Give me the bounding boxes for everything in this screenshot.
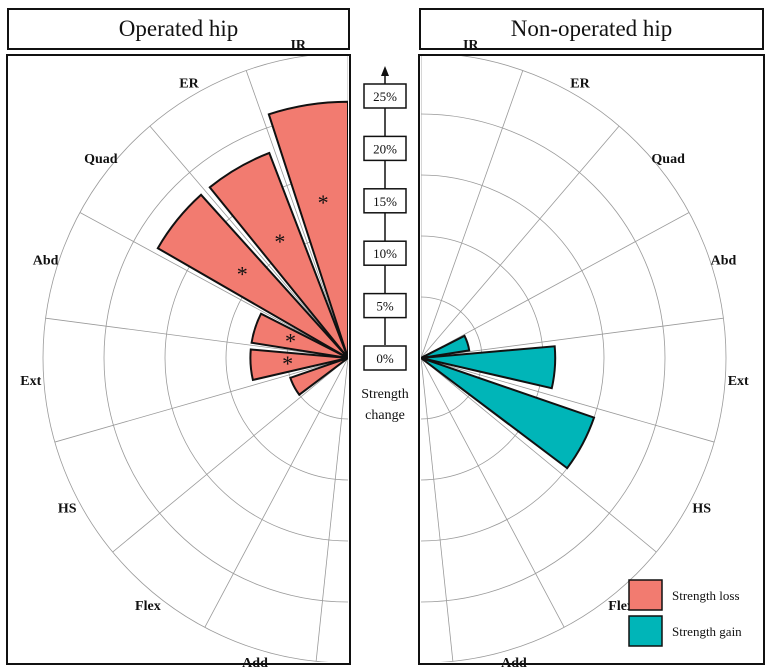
bar-loss-ir	[267, 100, 348, 359]
tick-box	[363, 345, 407, 371]
grid-circle	[225, 235, 348, 481]
grid-spoke	[79, 212, 348, 359]
category-label-ext: Ext	[728, 374, 749, 389]
grid-circle	[103, 113, 348, 603]
grid-circle	[42, 56, 331, 662]
grid-circle	[164, 174, 348, 542]
grid-spoke	[112, 357, 348, 553]
axis-title-line1: Strength	[361, 387, 408, 402]
grid-spoke	[315, 357, 348, 662]
bar-loss-ext	[249, 348, 348, 382]
grid-circle	[421, 113, 666, 603]
category-label-ir: IR	[290, 38, 306, 53]
category-label-er: ER	[570, 77, 590, 92]
category-label-hs: HS	[58, 501, 77, 516]
grid-spoke	[204, 357, 348, 628]
category-label-abd: Abd	[33, 254, 59, 269]
category-label-add: Add	[242, 656, 268, 668]
right-panel-title-text: Non-operated hip	[510, 16, 673, 41]
bar-loss-quad	[156, 193, 348, 359]
panel-non-operated-plot	[421, 56, 727, 662]
grid-spoke	[421, 125, 620, 359]
panel-operated-plot	[42, 56, 348, 662]
significance-star: *	[318, 190, 329, 215]
grid-circle	[438, 56, 727, 662]
grid-spoke	[421, 70, 524, 359]
tick-label: 15%	[373, 194, 397, 209]
grid-circle	[421, 174, 605, 542]
grid-spoke	[421, 317, 724, 359]
panel-frame	[418, 54, 765, 665]
legend-swatch-loss	[628, 579, 663, 611]
right-panel-title: Non-operated hip	[419, 8, 764, 50]
axis-title-line2: change	[365, 408, 405, 423]
category-label-quad: Quad	[651, 152, 685, 167]
category-label-quad: Quad	[84, 152, 118, 167]
strength-axis-arrow	[381, 66, 389, 76]
bar-loss-hs	[289, 357, 348, 397]
bar-loss-er	[208, 151, 348, 359]
significance-star: *	[282, 351, 293, 376]
grid-spoke	[421, 357, 565, 628]
grid-spoke	[149, 125, 348, 359]
category-label-ext: Ext	[20, 374, 41, 389]
tick-box	[363, 135, 407, 162]
tick-box	[363, 188, 407, 214]
category-label-hs: HS	[692, 501, 711, 516]
tick-box	[363, 240, 407, 266]
bar-gain-ext	[421, 345, 557, 390]
category-label-er: ER	[179, 77, 199, 92]
significance-star: *	[237, 261, 248, 286]
tick-label: 0%	[376, 351, 394, 366]
category-label-ir: IR	[463, 38, 479, 53]
bar-loss-abd	[250, 312, 348, 359]
grid-spoke	[45, 317, 348, 359]
tick-label: 5%	[376, 299, 394, 314]
bar-gain-hs	[421, 357, 596, 470]
significance-star: *	[274, 229, 285, 254]
tick-label: 10%	[373, 246, 397, 261]
bar-gain-abd	[421, 334, 471, 359]
legend-label-gain: Strength gain	[672, 624, 742, 639]
category-label-flex: Flex	[608, 599, 634, 614]
tick-box	[363, 292, 407, 319]
tick-box	[363, 83, 407, 109]
legend-swatch-gain	[628, 615, 663, 647]
tick-label: 20%	[373, 141, 397, 156]
category-label-add: Add	[501, 656, 527, 668]
grid-spoke	[421, 357, 715, 443]
panel-frame	[6, 54, 351, 665]
grid-spoke	[54, 357, 348, 443]
significance-star: *	[285, 328, 296, 353]
tick-label: 25%	[373, 89, 397, 104]
left-panel-title-text: Operated hip	[118, 16, 239, 41]
grid-spoke	[421, 357, 657, 553]
legend-label-loss: Strength loss	[672, 588, 740, 603]
category-label-flex: Flex	[135, 599, 161, 614]
grid-spoke	[421, 212, 690, 359]
grid-spoke	[245, 70, 348, 359]
category-label-abd: Abd	[711, 254, 737, 269]
grid-spoke	[421, 357, 454, 662]
left-panel-title: Operated hip	[7, 8, 350, 50]
